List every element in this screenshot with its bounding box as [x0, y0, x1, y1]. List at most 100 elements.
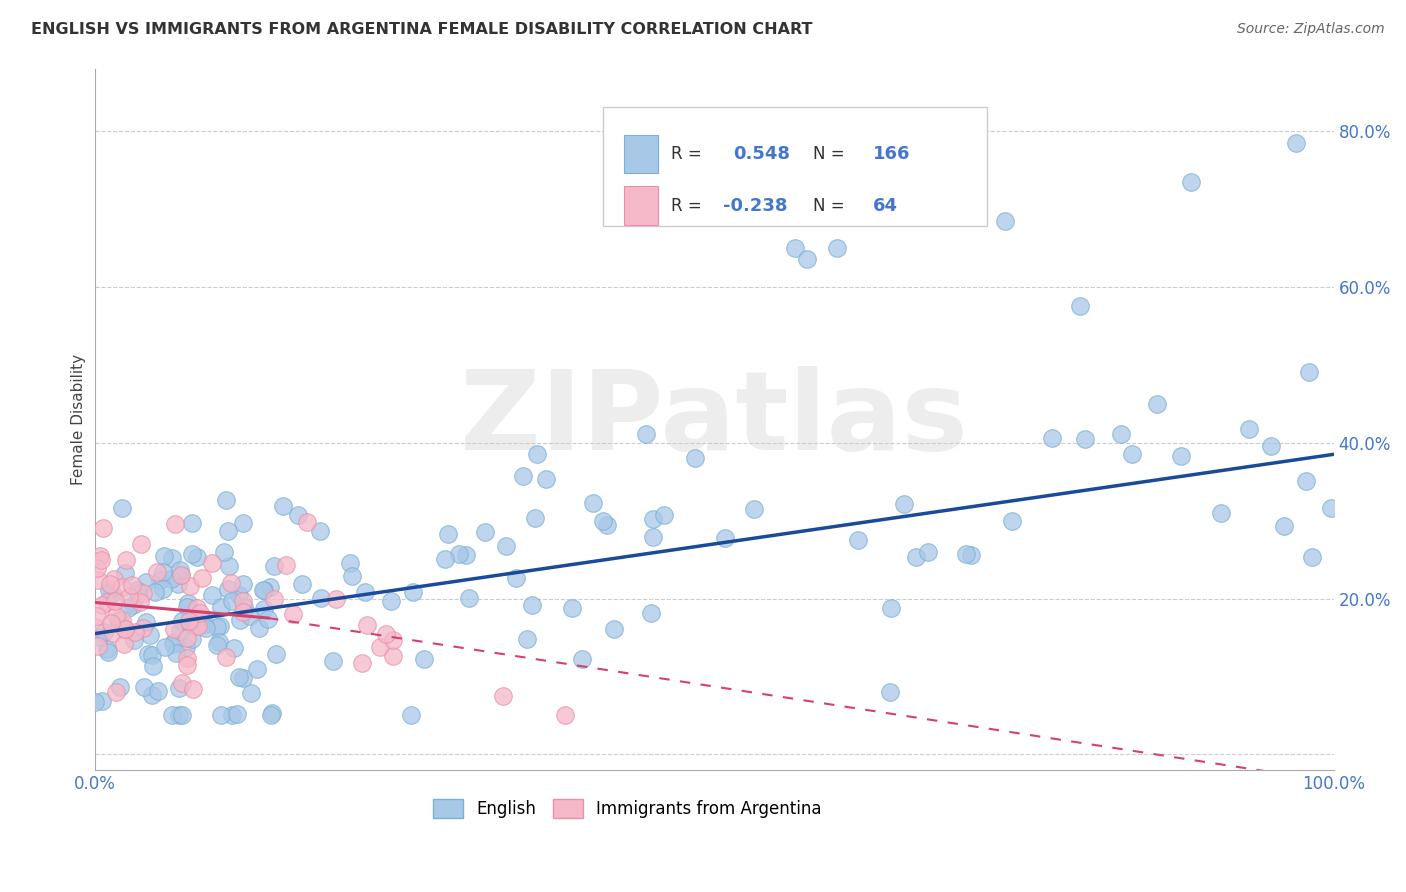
Point — [205, 639, 228, 653]
Point — [281, 607, 304, 621]
Point — [252, 582, 274, 597]
Text: 64: 64 — [873, 197, 897, 215]
Point — [879, 601, 901, 615]
Point — [152, 565, 174, 579]
Point — [127, 586, 149, 600]
Point — [112, 636, 135, 650]
Point — [162, 637, 184, 651]
Point — [163, 622, 186, 636]
Point — [1320, 501, 1343, 516]
Point — [188, 606, 211, 620]
Point — [152, 549, 174, 563]
Point — [167, 681, 190, 695]
Point — [354, 585, 377, 599]
Point — [114, 622, 136, 636]
Point — [111, 580, 134, 594]
Point — [118, 590, 141, 604]
Point — [226, 706, 249, 721]
Point — [141, 688, 163, 702]
Point — [295, 515, 318, 529]
Point — [1040, 431, 1063, 445]
Point — [641, 530, 664, 544]
Point — [187, 618, 209, 632]
Point — [167, 708, 190, 723]
Point — [218, 559, 240, 574]
Point — [176, 651, 198, 665]
Point — [526, 447, 548, 461]
Point — [219, 576, 242, 591]
Point — [148, 683, 170, 698]
Point — [170, 568, 193, 582]
Point — [783, 241, 806, 255]
FancyBboxPatch shape — [603, 107, 987, 227]
Point — [108, 613, 131, 627]
Point — [1272, 519, 1295, 533]
Point — [139, 628, 162, 642]
Point — [143, 585, 166, 599]
Point — [127, 582, 149, 597]
Point — [180, 618, 202, 632]
Point — [1301, 550, 1323, 565]
Text: 166: 166 — [873, 145, 910, 163]
Point — [215, 493, 238, 508]
Point — [561, 600, 583, 615]
Point — [1237, 422, 1260, 436]
Point — [96, 642, 118, 657]
Point — [340, 568, 363, 582]
Point — [101, 626, 124, 640]
Text: ENGLISH VS IMMIGRANTS FROM ARGENTINA FEMALE DISABILITY CORRELATION CHART: ENGLISH VS IMMIGRANTS FROM ARGENTINA FEM… — [31, 22, 813, 37]
Text: 0.548: 0.548 — [733, 145, 790, 163]
Point — [190, 610, 212, 624]
Point — [160, 572, 183, 586]
Point — [87, 574, 110, 588]
Point — [368, 640, 391, 654]
Point — [271, 499, 294, 513]
Point — [382, 632, 405, 647]
Point — [505, 571, 527, 585]
Point — [232, 516, 254, 530]
Point — [246, 662, 269, 676]
Point — [287, 508, 309, 522]
Point — [256, 612, 278, 626]
Point — [160, 551, 183, 566]
Point — [211, 600, 233, 615]
Point — [90, 553, 112, 567]
Point — [141, 648, 163, 662]
Point — [89, 631, 111, 645]
Point — [259, 580, 281, 594]
Point — [169, 567, 191, 582]
Point — [209, 708, 232, 723]
Point — [86, 609, 108, 624]
Point — [325, 591, 347, 606]
Point — [121, 578, 143, 592]
Point — [180, 632, 202, 646]
Point — [104, 684, 127, 698]
Point — [108, 616, 131, 631]
Point — [955, 547, 977, 561]
Point — [796, 252, 818, 267]
Point — [228, 588, 250, 602]
Point — [1074, 432, 1097, 446]
Point — [356, 618, 378, 632]
Point — [512, 469, 534, 483]
Point — [492, 689, 515, 703]
Point — [380, 594, 402, 608]
Point — [104, 608, 127, 623]
Point — [111, 613, 134, 627]
Point — [142, 659, 165, 673]
Y-axis label: Female Disability: Female Disability — [72, 354, 86, 485]
Point — [91, 694, 114, 708]
Point — [1209, 507, 1232, 521]
Point — [374, 626, 396, 640]
Text: ZIPatlas: ZIPatlas — [460, 366, 967, 473]
Point — [1285, 136, 1308, 150]
Point — [176, 657, 198, 672]
Point — [115, 553, 138, 567]
Point — [457, 591, 479, 606]
Point — [90, 598, 112, 612]
Point — [399, 708, 422, 723]
Point — [252, 583, 274, 598]
Point — [523, 511, 546, 525]
Point — [641, 512, 664, 526]
Point — [221, 708, 243, 723]
